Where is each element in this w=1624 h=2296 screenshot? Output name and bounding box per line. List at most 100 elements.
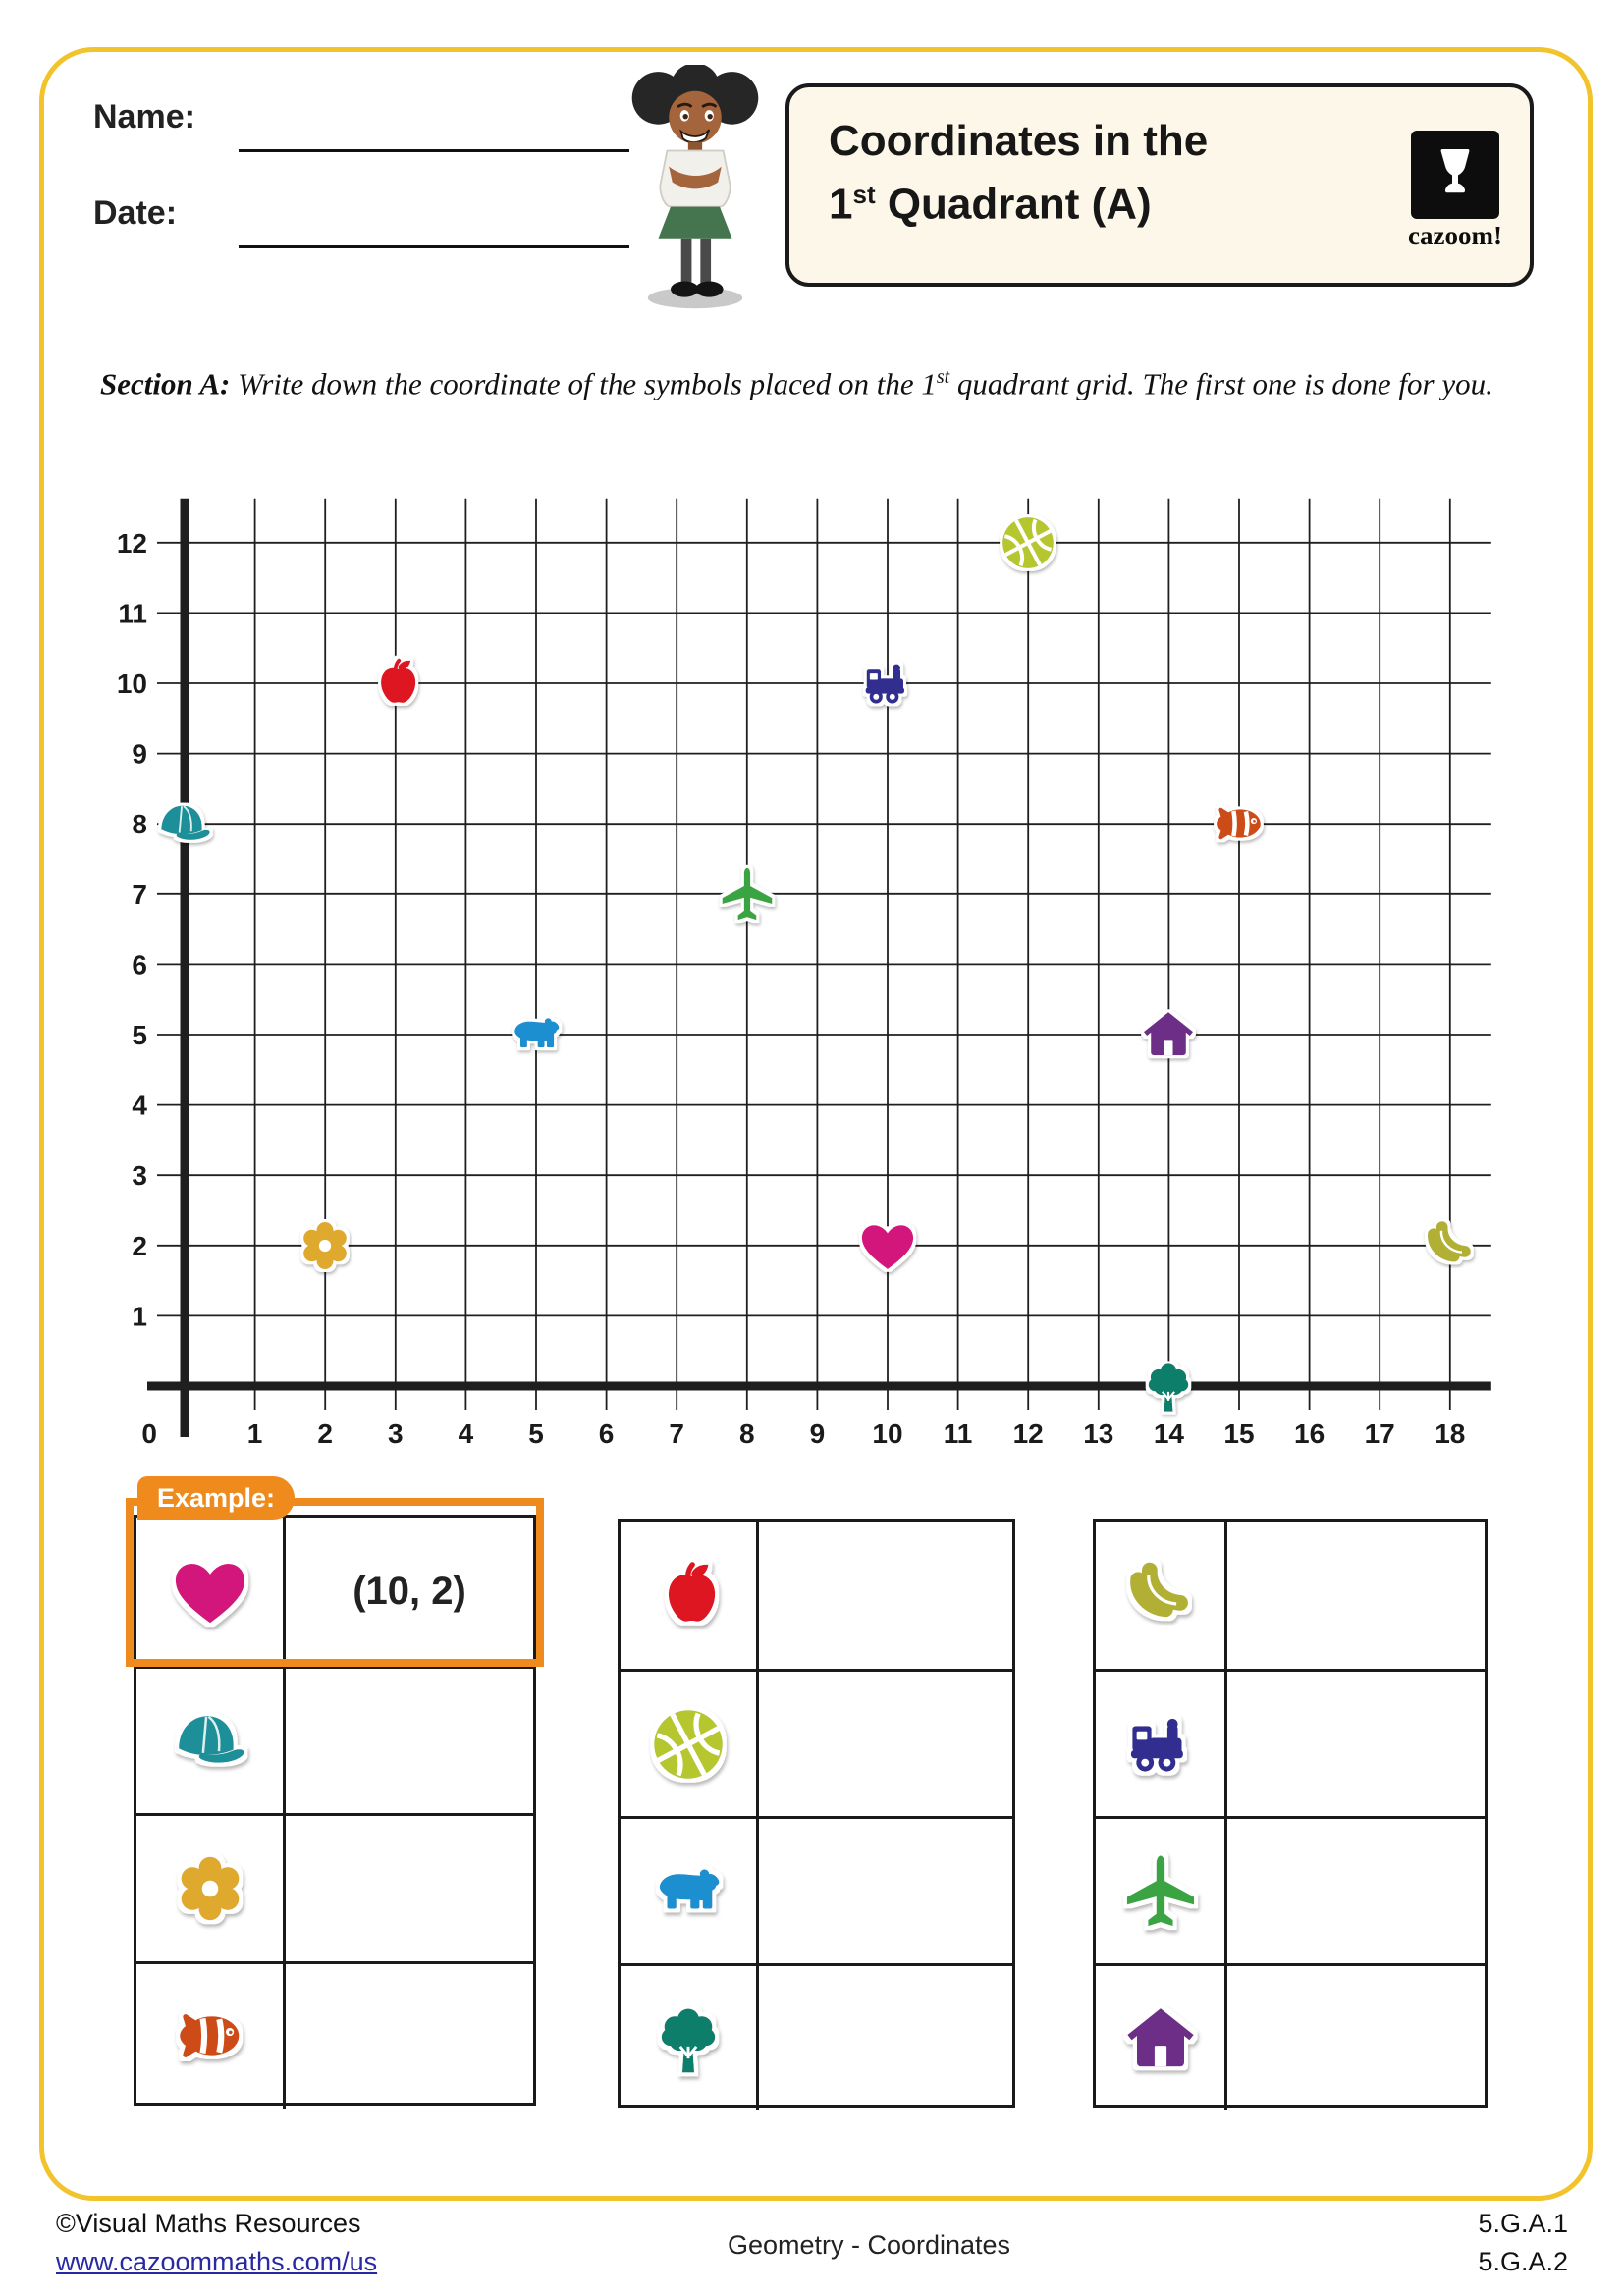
fish-icon [1217,807,1261,840]
answer-table-1: (10, 2) [134,1515,536,2109]
table-row-basketball [621,1669,1012,1816]
basketball-icon [1002,516,1055,568]
grid-symbol-bear [505,1003,568,1066]
answer-cell-bear [756,1819,1012,1963]
train-icon [1130,1718,1183,1772]
footer-left: ©Visual Maths Resources www.cazoommaths.… [56,2209,377,2277]
tree-icon [1149,1363,1189,1412]
grid-symbol-train [856,652,919,715]
symbol-cell-banana [1096,1522,1224,1669]
fish-icon [179,2014,239,2058]
grid-symbol-house [1137,1003,1200,1066]
table-row-fish [136,1960,533,2109]
answer-cell-cap [283,1668,533,1813]
house-icon [1126,2007,1194,2066]
grid-symbol-apple [364,652,427,715]
apple-icon [668,1562,716,1622]
house-icon [1144,1012,1194,1056]
answer-cell-apple [756,1522,1012,1669]
symbol-cell-tree [621,1966,756,2110]
answer-cell-tree [756,1966,1012,2110]
example-answer-value: (10, 2) [352,1569,466,1613]
answer-table-2 [618,1519,1015,2110]
footer-topic: Geometry - Coordinates [727,2230,1011,2260]
name-label: Name: [93,98,195,135]
table-row-flower [136,1813,533,1961]
table-row-airplane [1096,1816,1485,1963]
cazoom-logo: cazoom! [1408,131,1502,251]
table-row-tree [621,1963,1012,2110]
worksheet-title: Coordinates in the 1st Quadrant (A) [829,117,1209,229]
answer-cell-fish [283,1963,533,2109]
copyright-text: ©Visual Maths Resources [56,2209,361,2238]
table-row-banana [1096,1522,1485,1669]
symbol-cell-fish [136,1964,283,2109]
symbol-cell-basketball [621,1672,756,1816]
tree-icon [661,2008,716,2072]
bear-icon [659,1868,720,1909]
name-input-line[interactable] [239,149,629,152]
grid-symbol-basketball [997,511,1059,574]
symbol-cell-cap [136,1669,283,1814]
title-box: Coordinates in the 1st Quadrant (A) cazo… [785,83,1534,287]
grid-symbol-airplane [716,863,779,926]
banana-icon [1129,1562,1188,1618]
symbol-cell-apple [621,1522,756,1669]
table-row-bear [621,1816,1012,1963]
grid-symbol-heart [856,1214,919,1277]
section-a-label: Section A: [100,366,231,401]
example-tab-label: Example: [156,1482,276,1513]
heart-icon [175,1564,244,1624]
table-row-heart: (10, 2) [136,1518,533,1666]
table-row-train [1096,1669,1485,1816]
date-input-line[interactable] [239,245,629,248]
grid-symbol-tree [1137,1355,1200,1417]
example-tab: Example: [137,1476,295,1520]
cazoom-logo-text: cazoom! [1408,221,1502,250]
standard-item: 5.G.A.2 [1478,2247,1568,2276]
page-border [39,47,1593,2201]
symbol-cell-house [1096,1966,1224,2110]
cazoom-logo-mark [1411,131,1499,219]
cazoom-link[interactable]: www.cazoommaths.com/us [56,2247,378,2276]
answer-cell-airplane [1224,1819,1485,1963]
symbol-cell-heart [136,1518,283,1666]
student-illustration [631,65,759,309]
symbol-cell-bear [621,1819,756,1963]
cap-icon [161,805,210,841]
answer-cell-banana [1224,1522,1485,1669]
answer-table-3 [1093,1519,1488,2110]
symbol-cell-airplane [1096,1819,1224,1963]
answer-cell-heart: (10, 2) [283,1518,533,1666]
answer-cell-train [1224,1672,1485,1816]
heart-icon [861,1224,914,1269]
cap-icon [178,1716,244,1763]
airplane-icon [1126,1854,1194,1926]
train-icon [865,664,905,704]
answer-cell-house [1224,1966,1485,2110]
flower-icon [181,1856,239,1920]
bear-icon [514,1018,560,1048]
table-row-apple [621,1522,1012,1669]
airplane-icon [722,867,773,920]
standard-item: 5.G.A.1 [1478,2209,1568,2238]
grid-symbol-cap [153,792,216,855]
symbol-cell-flower [136,1816,283,1961]
answer-cell-flower [283,1816,533,1961]
apple-icon [380,658,416,703]
table-row-house [1096,1963,1485,2110]
basketball-icon [654,1709,723,1779]
grid-symbol-banana [1419,1214,1482,1277]
section-a-instruction: Section A: Write down the coordinate of … [100,366,1493,401]
flower-icon [303,1221,348,1269]
date-label: Date: [93,194,178,232]
grid-symbol-fish [1208,792,1271,855]
table-row-cap [136,1665,533,1814]
answer-cell-basketball [756,1672,1012,1816]
banana-icon [1427,1220,1471,1262]
grid-symbol-flower [294,1214,356,1277]
standards-list: 5.G.A.1 5.G.A.2 [1478,2205,1568,2281]
goblet-icon [1440,149,1470,193]
symbol-cell-train [1096,1672,1224,1816]
